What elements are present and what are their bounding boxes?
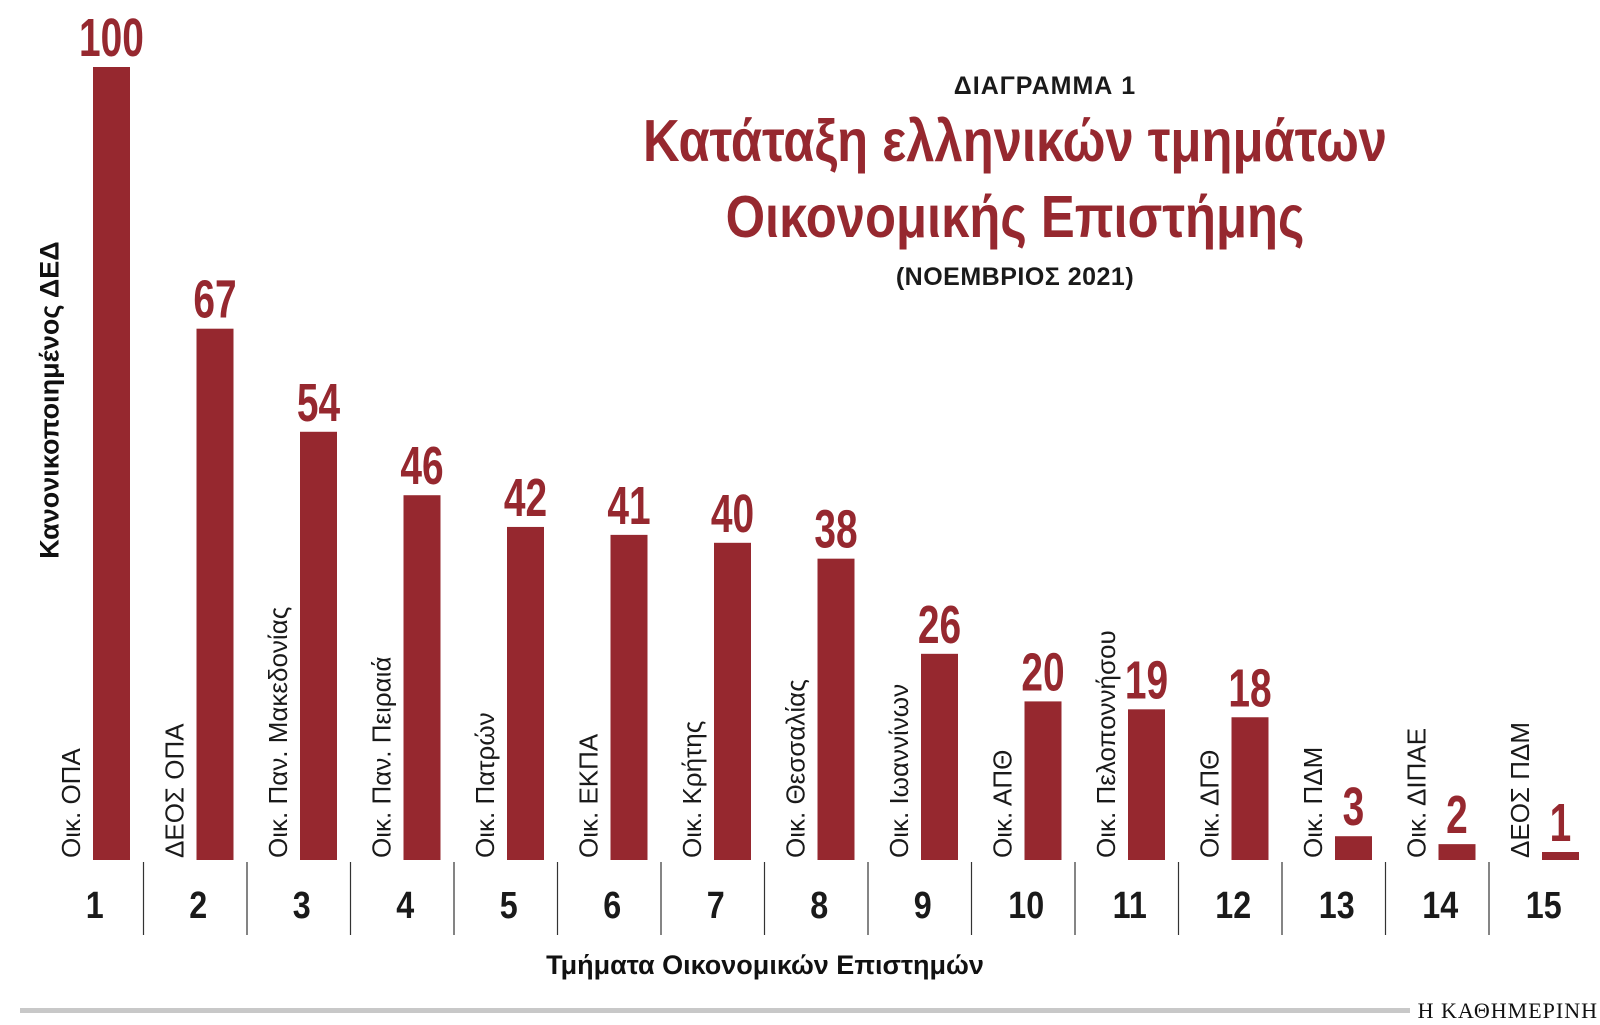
source-credit: Η ΚΑΘΗΜΕΡΙΝΗ	[1417, 998, 1598, 1023]
footer-rule	[20, 1008, 1410, 1013]
chart-title-line-2: Οικονομικής Επιστήμης	[725, 184, 1305, 250]
rank-label-5: 5	[500, 885, 518, 927]
rank-label-1: 1	[86, 885, 104, 927]
department-name: Οικ. ΑΠΘ	[988, 750, 1018, 858]
rank-label-2: 2	[189, 885, 207, 927]
department-name: Οικ. Παν. Πειραιά	[367, 657, 397, 858]
department-name: Οικ. Παν. Μακεδονίας	[263, 607, 293, 858]
department-name: ΔΕΟΣ ΟΠΑ	[160, 723, 190, 858]
chart-subtitle: (ΝΟΕΜΒΡΙΟΣ 2021)	[895, 263, 1135, 291]
rank-label-12: 12	[1215, 885, 1251, 927]
bar-8	[817, 558, 855, 860]
department-name: Οικ. ΠΔΜ	[1298, 747, 1328, 858]
value-label-1: 100	[79, 7, 144, 68]
department-name: ΔΕΟΣ ΠΔΜ	[1505, 722, 1535, 858]
department-name: Οικ. Ιωαννίνων	[884, 684, 914, 858]
rank-label-3: 3	[293, 885, 311, 927]
value-label-14: 2	[1446, 784, 1468, 845]
bar-1	[93, 67, 130, 860]
value-label-5: 42	[504, 467, 547, 528]
value-label-8: 38	[814, 498, 857, 559]
bar-9	[921, 653, 958, 860]
x-axis-label: Τμήματα Οικονομικών Επιστημών	[546, 950, 984, 980]
bar-10	[1024, 701, 1062, 860]
department-name: Οικ. ΕΚΠΑ	[574, 733, 604, 858]
department-name: Οικ. Κρήτης	[677, 721, 707, 858]
bar-14	[1438, 844, 1476, 860]
value-label-11: 19	[1125, 649, 1168, 710]
bar-5	[507, 526, 544, 860]
rank-label-10: 10	[1008, 885, 1044, 927]
y-axis-label: Κανονικοποιημένος ΔΕΔ	[34, 241, 65, 559]
chart-title-line-1: Κατάταξη ελληνικών τμημάτων	[642, 108, 1388, 174]
rank-label-8: 8	[810, 885, 828, 927]
bar-7	[714, 542, 751, 860]
chart-kicker: ΔΙΑΓΡΑΜΜΑ 1	[953, 72, 1137, 100]
department-name: Οικ. ΟΠΑ	[56, 748, 86, 858]
rank-label-13: 13	[1319, 885, 1355, 927]
value-label-9: 26	[918, 593, 961, 654]
value-label-7: 40	[711, 482, 754, 543]
bar-4	[403, 495, 441, 860]
value-label-6: 41	[607, 475, 650, 536]
department-name: Οικ. ΔΠΘ	[1195, 750, 1225, 858]
rank-label-4: 4	[396, 885, 414, 927]
rank-label-7: 7	[707, 885, 725, 927]
bar-13	[1335, 836, 1372, 860]
bar-3	[300, 431, 337, 860]
department-name: Οικ. Πατρών	[470, 712, 500, 858]
value-label-13: 3	[1343, 776, 1365, 837]
department-name: Οικ. Θεσσαλίας	[781, 679, 811, 858]
department-name: Οικ. ΔΙΠΑΕ	[1402, 728, 1432, 858]
value-label-3: 54	[297, 371, 340, 432]
bar-6	[610, 534, 648, 860]
bar-15	[1542, 852, 1579, 860]
rank-label-9: 9	[914, 885, 932, 927]
rank-label-14: 14	[1422, 885, 1458, 927]
value-label-10: 20	[1021, 641, 1064, 702]
rank-label-11: 11	[1113, 885, 1147, 927]
bar-11	[1128, 709, 1165, 860]
value-label-12: 18	[1228, 657, 1271, 718]
value-label-15: 1	[1550, 792, 1572, 853]
title-block: ΔΙΑΓΡΑΜΜΑ 1 Κατάταξη ελληνικών τμημάτων …	[540, 72, 1490, 292]
bar-2	[196, 328, 234, 860]
value-label-2: 67	[193, 268, 236, 329]
rank-label-15: 15	[1526, 885, 1562, 927]
rank-label-6: 6	[603, 885, 621, 927]
chart-title: Κατάταξη ελληνικών τμημάτων Οικονομικής …	[607, 103, 1424, 255]
value-label-4: 46	[400, 435, 443, 496]
bar-12	[1231, 717, 1269, 860]
department-name: Οικ. Πελοποννήσου	[1091, 630, 1121, 858]
